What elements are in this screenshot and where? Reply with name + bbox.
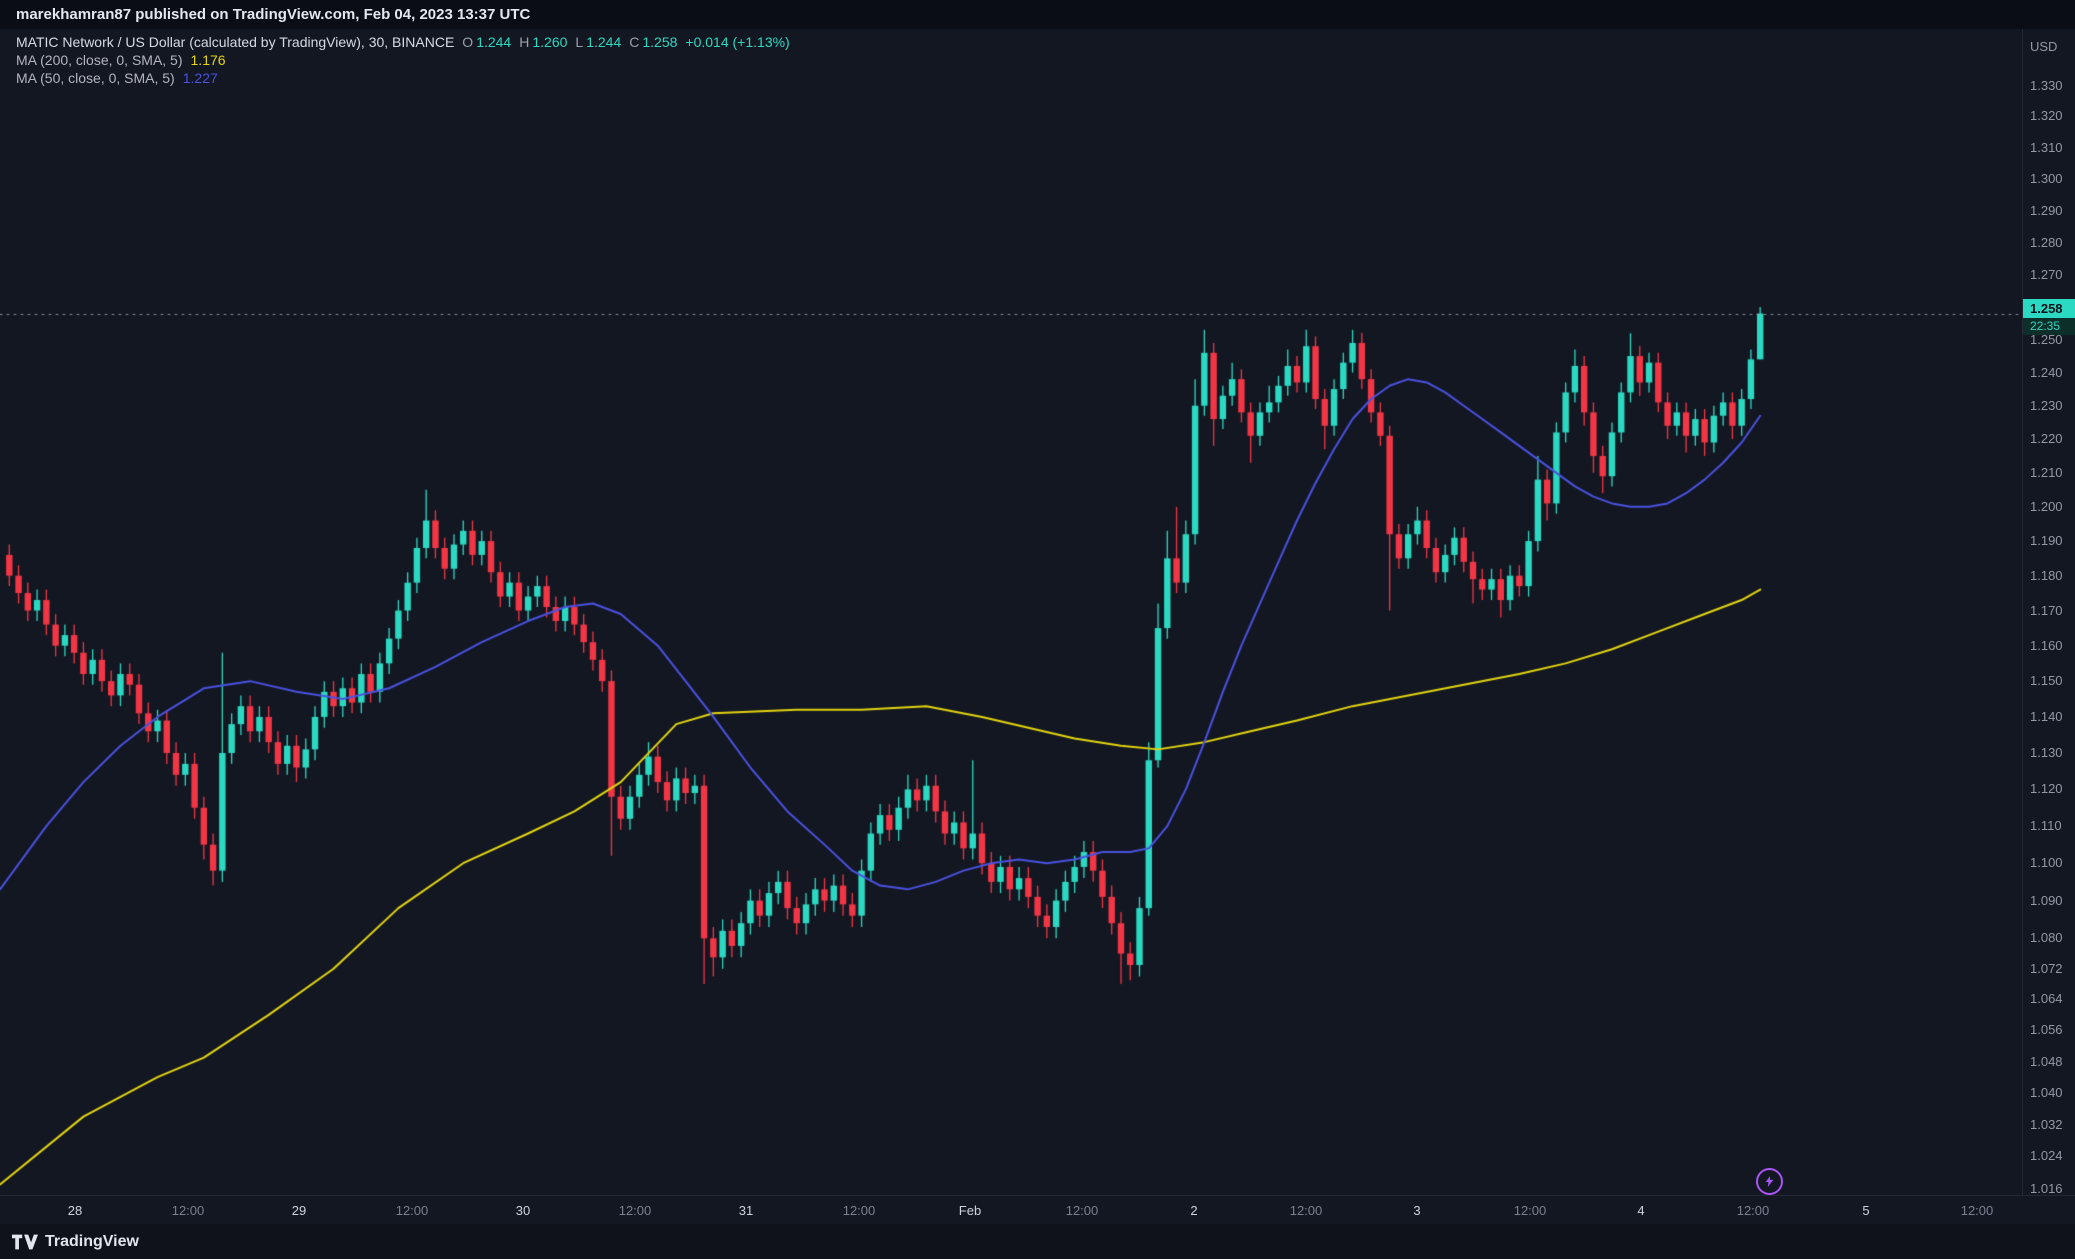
time-tick-hour: 12:00: [1513, 1203, 1547, 1218]
ma50-row[interactable]: MA (50, close, 0, SMA, 5) 1.227: [16, 69, 790, 87]
price-tick: 1.190: [2030, 533, 2063, 549]
lightning-icon: [1763, 1175, 1776, 1188]
price-tick: 1.180: [2030, 567, 2063, 583]
ohlc-value: 1.258: [642, 34, 678, 50]
chart-legend: MATIC Network / US Dollar (calculated by…: [16, 33, 790, 87]
time-tick-hour: 12:00: [1960, 1203, 1994, 1218]
price-tick: 1.330: [2030, 77, 2063, 93]
ma200-value: 1.176: [190, 52, 226, 68]
bar-countdown: 22:35: [2023, 317, 2075, 335]
ohlc-label: L: [575, 34, 584, 50]
ohlc-label: O: [462, 34, 474, 50]
price-tick: 1.320: [2030, 108, 2063, 124]
ohlc-value: 1.260: [532, 34, 568, 50]
time-tick-day: 4: [1637, 1203, 1645, 1218]
last-price-badge: 1.258 22:35: [2023, 298, 2075, 335]
candlestick-plot[interactable]: [0, 29, 2022, 1195]
tradingview-logo-icon: [12, 1234, 38, 1250]
price-tick: 1.120: [2030, 781, 2063, 797]
time-tick-hour: 12:00: [618, 1203, 652, 1218]
time-tick-hour: 12:00: [1289, 1203, 1323, 1218]
time-tick-day: 28: [67, 1203, 83, 1218]
price-tick: 1.270: [2030, 266, 2063, 282]
price-axis[interactable]: USD 1.330 1.320 1.310 1.300 1.290 1.280 1.270 1…: [2022, 29, 2075, 1196]
symbol-title[interactable]: MATIC Network / US Dollar (calculated by…: [16, 34, 455, 50]
price-tick: 1.056: [2030, 1022, 2063, 1038]
flash-button[interactable]: [1756, 1168, 1783, 1195]
ma50-label[interactable]: MA (50, close, 0, SMA, 5): [16, 70, 175, 86]
price-tick: 1.280: [2030, 234, 2063, 250]
price-tick: 1.150: [2030, 673, 2063, 689]
price-tick: 1.160: [2030, 637, 2063, 653]
publish-info-text: marekhamran87 published on TradingView.c…: [16, 6, 531, 23]
price-tick: 1.090: [2030, 892, 2063, 908]
price-change: +0.014 (+1.13%): [685, 34, 790, 50]
price-tick: 1.300: [2030, 171, 2063, 187]
ohlc-label: C: [629, 34, 640, 50]
price-tick: 1.016: [2030, 1180, 2063, 1196]
price-tick: 1.064: [2030, 991, 2063, 1007]
price-tick: 1.220: [2030, 431, 2063, 447]
ma200-label[interactable]: MA (200, close, 0, SMA, 5): [16, 52, 183, 68]
tradingview-logo-text: TradingView: [45, 1232, 139, 1250]
price-tick: 1.170: [2030, 602, 2063, 618]
publish-info-bar: marekhamran87 published on TradingView.c…: [0, 0, 2075, 29]
price-tick: 1.130: [2030, 745, 2063, 760]
price-tick: 1.310: [2030, 139, 2063, 155]
ohlc-values: O 1.244 H 1.260 L 1.244 C 1.258: [454, 34, 677, 50]
price-tick: 1.210: [2030, 464, 2063, 480]
last-price-value: 1.258: [2023, 298, 2075, 318]
ohlc-value: 1.244: [586, 34, 622, 50]
price-tick: 1.032: [2030, 1116, 2063, 1132]
price-tick: 1.040: [2030, 1084, 2063, 1100]
time-tick-day: Feb: [958, 1203, 982, 1218]
time-tick-day: 5: [1862, 1203, 1870, 1218]
time-tick-hour: 12:00: [842, 1203, 876, 1218]
price-axis-unit: USD: [2030, 39, 2058, 54]
time-tick-hour: 12:00: [1736, 1203, 1770, 1218]
price-tick: 1.110: [2030, 818, 2062, 834]
price-tick: 1.100: [2030, 855, 2063, 871]
time-tick-day: 31: [738, 1203, 754, 1218]
symbol-row[interactable]: MATIC Network / US Dollar (calculated by…: [16, 33, 790, 51]
time-tick-day: 2: [1190, 1203, 1198, 1218]
ohlc-label: H: [519, 34, 530, 50]
tradingview-logo[interactable]: TradingView: [12, 1233, 139, 1251]
ma200-row[interactable]: MA (200, close, 0, SMA, 5) 1.176: [16, 51, 790, 69]
price-tick: 1.080: [2030, 930, 2063, 946]
price-tick: 1.250: [2030, 331, 2063, 347]
time-tick-day: 3: [1413, 1203, 1421, 1218]
price-tick: 1.200: [2030, 498, 2063, 514]
time-tick-hour: 12:00: [1065, 1203, 1099, 1218]
price-tick: 1.072: [2030, 960, 2063, 976]
price-tick: 1.230: [2030, 397, 2063, 413]
price-tick: 1.240: [2030, 364, 2063, 380]
price-tick: 1.024: [2030, 1148, 2063, 1164]
time-tick-hour: 12:00: [395, 1203, 429, 1218]
time-axis[interactable]: 28 12:00 29 12:00 30 12:00 31 12:00 Feb 12:00 2 12:…: [0, 1195, 2075, 1225]
ohlc-value: 1.244: [476, 34, 512, 50]
ma50-value: 1.227: [182, 70, 218, 86]
time-tick-day: 30: [515, 1203, 531, 1218]
price-tick: 1.048: [2030, 1053, 2063, 1069]
price-tick: 1.140: [2030, 708, 2063, 724]
price-tick: 1.290: [2030, 202, 2063, 218]
time-tick-hour: 12:00: [171, 1203, 205, 1218]
footer-bar: TradingView: [0, 1224, 2075, 1259]
time-tick-day: 29: [291, 1203, 307, 1218]
